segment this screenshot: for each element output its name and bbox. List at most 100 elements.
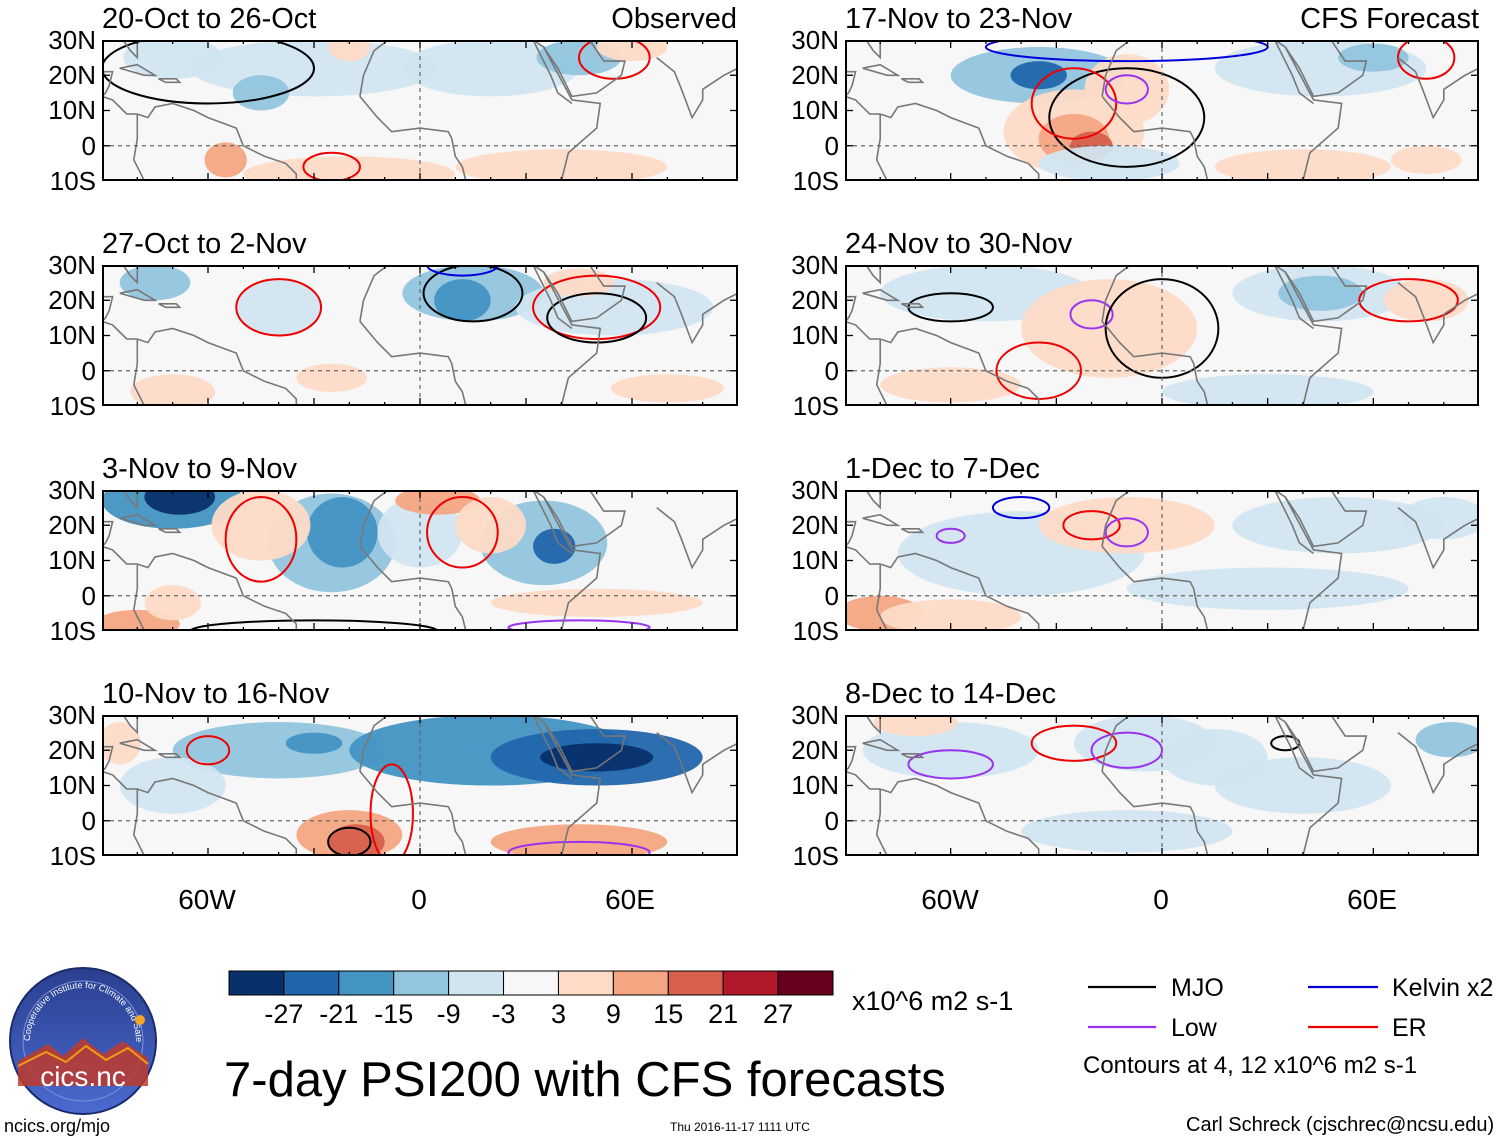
lat-label: 20N [791,285,839,316]
coastline [879,552,1040,631]
map-panel [102,490,738,631]
lat-label: 30N [791,475,839,505]
lat-label: 10S [49,840,96,871]
coastline [359,265,602,406]
coastline [532,715,573,780]
coastline [656,506,738,570]
lat-label: 30N [791,700,839,730]
coastline [119,63,158,77]
lat-label: 0 [81,355,96,386]
legend-label-er: ER [1392,1014,1427,1042]
coastline [901,302,925,309]
contour-note: Contours at 4, 12 x10^6 m2 s-1 [1083,1052,1418,1079]
lat-label: 10N [791,320,839,351]
lat-label: 10S [49,615,96,646]
anomaly-region [1126,567,1409,610]
coastline [102,770,138,790]
coastline [532,490,573,555]
anomaly-region [1214,757,1391,814]
lon-label: 60W [921,884,979,915]
colorbar-swatch [283,970,340,996]
lon-label: 60E [1347,884,1397,915]
lat-label: 10S [792,840,839,871]
coastline [359,490,602,631]
coastline [1101,490,1343,631]
anomaly-region [119,265,191,301]
anomaly-region [455,149,668,181]
coastline [862,513,901,527]
colorbar-tick-label: 21 [708,999,739,1029]
contour-line [426,496,499,569]
coastline [543,715,626,773]
anomaly-region [1021,810,1233,853]
footer-author[interactable]: Carl Schreck (cjschrec@ncsu.edu) [1186,1114,1495,1136]
anomaly-region [880,367,1022,403]
contour-line [935,527,966,544]
panel-title: 8-Dec to 14-Dec [845,678,1057,710]
coastline [532,40,573,105]
lat-label: 10N [48,770,96,801]
contour-line [327,826,372,856]
panel-title: 20-Oct to 26-Oct [102,3,317,35]
anomaly-region [402,40,579,97]
coastline [845,320,881,340]
coastline [102,745,114,772]
coastline [359,95,467,181]
lon-label: 60W [178,884,236,915]
map-panel [845,715,1479,856]
lat-label: 0 [824,130,839,161]
lat-label: 20N [791,510,839,541]
lat-label: 30N [48,250,96,280]
anomaly-region [873,715,958,737]
coastline [1273,715,1314,780]
coastline [158,77,182,84]
coastline [102,490,139,510]
coastline [845,265,882,285]
anomaly-region [1383,279,1469,322]
coastline [845,545,881,565]
coastline [1101,715,1343,856]
map-panel [845,490,1479,631]
coastline [119,738,158,752]
contour-line [302,151,361,181]
contour-line [369,763,414,856]
lat-label: 10N [48,320,96,351]
coastline [1284,40,1368,98]
coastline [1397,506,1479,570]
cics-logo: Cooperative Institute for Climate and Sa… [8,966,157,1115]
coastline [543,40,626,98]
panel-title: 27-Oct to 2-Nov [102,228,307,260]
coastline [845,70,857,97]
lat-label: 10N [791,545,839,576]
panel-title: 3-Nov to 9-Nov [102,453,298,485]
coastline [862,63,901,77]
anomaly-region [610,374,724,403]
anomaly-region [434,279,491,322]
anomaly-region [1010,61,1067,90]
legend-label-low: Low [1171,1014,1217,1042]
coastline [158,752,182,759]
lat-label: 10S [49,165,96,196]
panel-title: 24-Nov to 30-Nov [845,228,1073,260]
colorbar-swatch [393,970,450,996]
contour-line [224,496,298,583]
colorbar-swatch [722,970,779,996]
colorbar-swatch [503,970,559,996]
coastline [862,288,901,302]
contour-line [426,265,499,277]
coastline [845,520,857,547]
contour-line [1048,67,1206,168]
lat-label: 20N [48,285,96,316]
lat-label: 10S [49,390,96,421]
anomaly-region [1338,43,1409,72]
lon-label: 60E [605,884,655,915]
coastline [901,527,925,534]
contour-line [507,619,651,631]
anomaly-region [1278,275,1363,311]
footer-url[interactable]: ncics.org/mjo [4,1116,111,1136]
coastline [879,102,1040,181]
coastline [1284,490,1368,548]
anomaly-region [306,497,378,568]
coastline [359,770,467,856]
panel-title: 10-Nov to 16-Nov [102,678,330,710]
